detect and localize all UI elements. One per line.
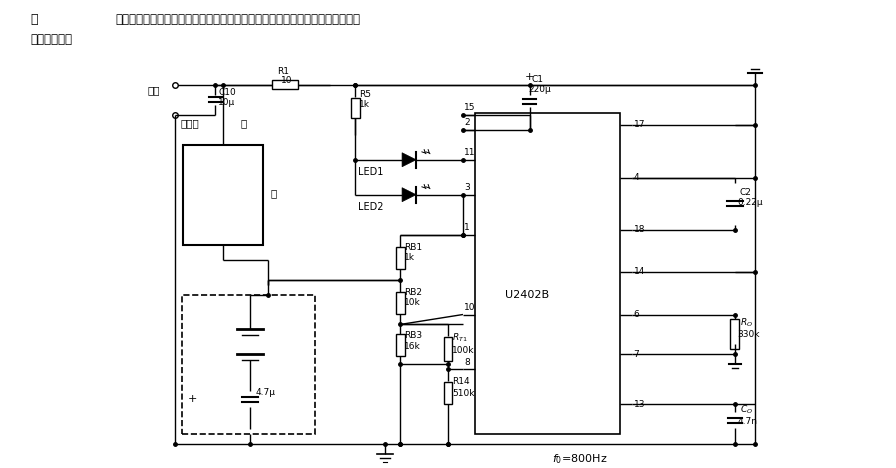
Text: 6: 6: [633, 310, 640, 319]
Text: 4: 4: [633, 173, 640, 182]
Text: R1: R1: [277, 67, 289, 76]
Text: 开: 开: [271, 188, 277, 197]
Bar: [272, 80, 298, 89]
Text: C2: C2: [739, 188, 752, 197]
Text: 10μ: 10μ: [219, 98, 236, 107]
Text: 再详细介绍。: 再详细介绍。: [30, 33, 73, 46]
Text: $R_{T1}$: $R_{T1}$: [452, 331, 468, 344]
Text: 8: 8: [464, 358, 470, 367]
Text: RB2: RB2: [404, 288, 422, 297]
Text: 4.7μ: 4.7μ: [255, 388, 275, 397]
Bar: [350, 98, 359, 118]
Text: 14: 14: [633, 267, 645, 276]
Text: 13: 13: [633, 400, 645, 409]
Text: 220μ: 220μ: [528, 85, 551, 95]
Text: +: +: [187, 395, 197, 404]
Text: LED1: LED1: [358, 167, 383, 177]
Text: 输入: 输入: [148, 85, 160, 95]
Text: RB1: RB1: [404, 243, 422, 252]
Text: U2402B: U2402B: [505, 290, 549, 300]
Text: 图: 图: [30, 14, 39, 27]
Text: 10: 10: [281, 76, 293, 85]
Polygon shape: [402, 188, 416, 202]
Text: RB3: RB3: [404, 331, 422, 340]
Text: 4.7n: 4.7n: [737, 417, 757, 426]
Text: C10: C10: [219, 88, 237, 97]
Bar: [395, 335, 405, 357]
Text: 16k: 16k: [404, 342, 421, 351]
Text: 2: 2: [464, 118, 470, 127]
Text: 恒流源: 恒流源: [180, 118, 199, 128]
Bar: [183, 294, 315, 434]
Text: 330k: 330k: [737, 330, 760, 339]
Bar: [444, 382, 452, 404]
Text: +: +: [525, 72, 534, 82]
Text: 17: 17: [633, 120, 645, 129]
Bar: [444, 337, 452, 361]
Bar: [184, 145, 263, 245]
Text: 10: 10: [464, 303, 476, 312]
Bar: [395, 247, 405, 269]
Bar: [475, 113, 620, 434]
Text: 1k: 1k: [404, 253, 415, 262]
Text: 关: 关: [240, 118, 246, 128]
Text: 10k: 10k: [404, 298, 421, 307]
Text: 15: 15: [464, 103, 476, 112]
Text: 1: 1: [464, 223, 470, 232]
Text: 510k: 510k: [452, 389, 475, 398]
Text: 3: 3: [464, 183, 470, 192]
Text: $f_0$=800Hz: $f_0$=800Hz: [552, 453, 607, 466]
Text: 0.22μ: 0.22μ: [737, 198, 763, 207]
Text: C1: C1: [532, 75, 544, 84]
Text: $C_O$: $C_O$: [739, 403, 753, 416]
Text: R5: R5: [359, 90, 371, 99]
Text: R14: R14: [452, 377, 470, 386]
Text: 100k: 100k: [452, 346, 475, 355]
Bar: [730, 320, 739, 350]
Text: 18: 18: [633, 225, 645, 234]
Bar: [395, 292, 405, 314]
Polygon shape: [402, 153, 416, 167]
Text: LED2: LED2: [358, 202, 383, 212]
Text: 11: 11: [464, 148, 476, 157]
Text: 1k: 1k: [359, 100, 370, 110]
Text: 7: 7: [633, 350, 640, 359]
Text: 所示是利用外部恒流源充电的电路。因不采用温度控制，所以电路十分简单，不: 所示是利用外部恒流源充电的电路。因不采用温度控制，所以电路十分简单，不: [116, 14, 360, 27]
Text: $R_O$: $R_O$: [739, 316, 753, 329]
